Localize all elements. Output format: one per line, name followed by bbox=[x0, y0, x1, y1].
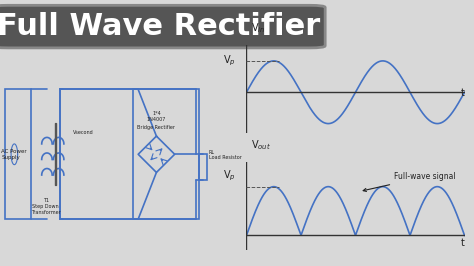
Text: Full Wave Rectifier: Full Wave Rectifier bbox=[0, 12, 320, 41]
Text: t: t bbox=[461, 89, 465, 98]
Text: 1*4
1N4007: 1*4 1N4007 bbox=[147, 111, 166, 122]
Text: Full-wave signal: Full-wave signal bbox=[363, 172, 456, 192]
Text: V$_p$: V$_p$ bbox=[223, 54, 236, 68]
Text: T1
Step Down
Transformer: T1 Step Down Transformer bbox=[31, 198, 61, 215]
Text: Vsecond: Vsecond bbox=[73, 130, 94, 135]
Bar bbox=[200, 154, 207, 180]
Text: AC Power
Supply: AC Power Supply bbox=[1, 149, 27, 160]
Text: RL
Load Resistor: RL Load Resistor bbox=[209, 150, 241, 160]
Bar bbox=[60, 89, 133, 219]
Text: V$_p$: V$_p$ bbox=[223, 168, 236, 183]
Bar bbox=[5, 89, 31, 219]
Bar bbox=[60, 89, 200, 219]
Text: V$_{in}$: V$_{in}$ bbox=[251, 21, 265, 35]
Text: Bridge Rectifier: Bridge Rectifier bbox=[137, 125, 175, 130]
Text: t: t bbox=[461, 238, 465, 248]
FancyBboxPatch shape bbox=[0, 5, 325, 48]
Text: V$_{out}$: V$_{out}$ bbox=[251, 138, 271, 152]
